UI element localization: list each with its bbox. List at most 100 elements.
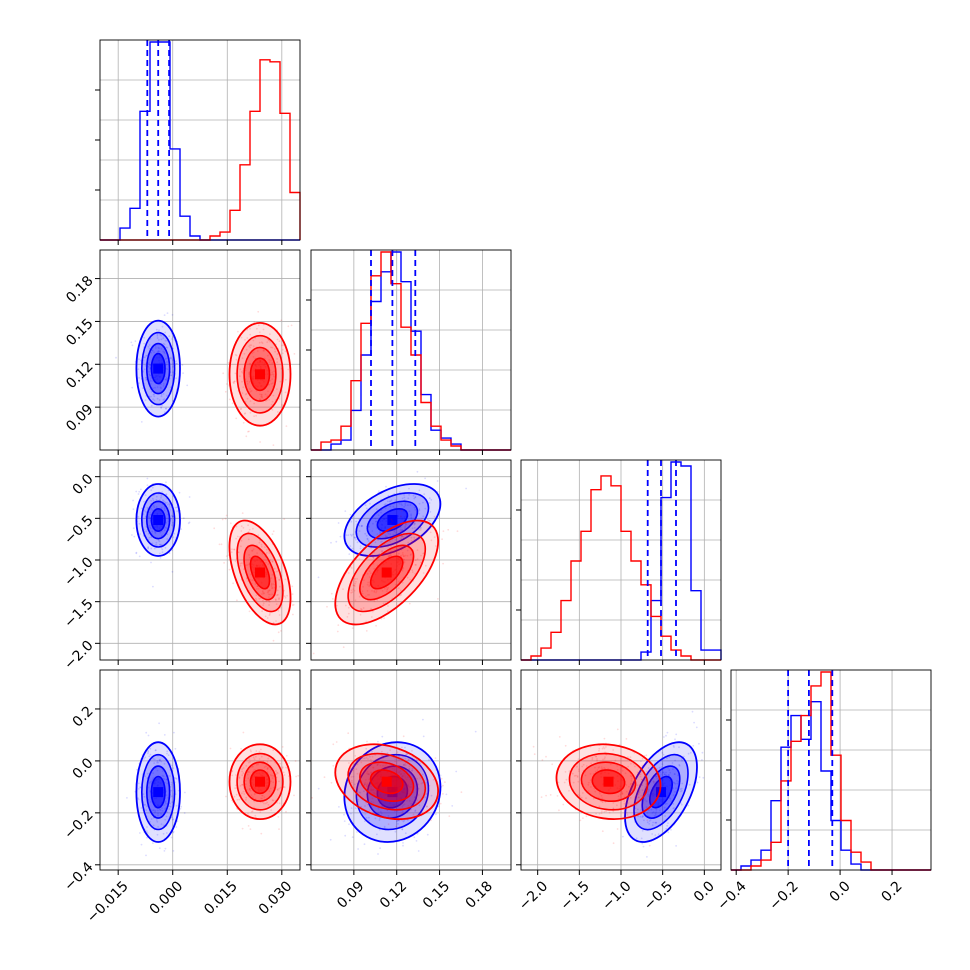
scatter-point	[241, 380, 243, 383]
scatter-point	[381, 590, 384, 592]
scatter-point	[142, 359, 145, 362]
scatter-point	[625, 738, 628, 740]
scatter-point	[229, 522, 232, 525]
scatter-point	[400, 537, 403, 539]
scatter-point	[272, 530, 275, 533]
scatter-point	[665, 802, 668, 805]
scatter-point	[281, 352, 284, 355]
scatter-point	[272, 583, 275, 585]
scatter-point	[267, 589, 270, 592]
scatter-point	[380, 805, 383, 807]
scatter-point	[659, 771, 661, 774]
scatter-point	[672, 744, 675, 747]
x-tick-label: 0.000	[147, 878, 187, 918]
scatter-point	[378, 791, 381, 793]
scatter-point	[284, 350, 287, 353]
scatter-point	[153, 399, 156, 402]
scatter-point	[428, 502, 431, 504]
scatter-point	[384, 534, 387, 537]
scatter-point	[678, 764, 681, 766]
scatter-point	[401, 775, 404, 778]
scatter-point	[397, 823, 399, 825]
scatter-point	[159, 386, 162, 389]
scatter-point	[401, 805, 404, 808]
scatter-point	[281, 404, 284, 407]
scatter-point	[631, 783, 634, 786]
scatter-point	[665, 827, 668, 830]
scatter-point	[413, 506, 416, 509]
scatter-point	[384, 764, 387, 767]
scatter-point	[403, 496, 406, 499]
scatter-point	[644, 779, 647, 782]
scatter-point	[400, 554, 402, 557]
scatter-point	[418, 489, 421, 492]
scatter-point	[231, 402, 234, 405]
scatter-point	[143, 509, 146, 512]
scatter-point	[428, 519, 430, 522]
scatter-point	[266, 354, 269, 357]
scatter-point	[372, 789, 375, 791]
scatter-point	[175, 826, 178, 828]
scatter-point	[260, 393, 263, 396]
scatter-point	[252, 345, 255, 348]
scatter-point	[600, 794, 603, 797]
x-tick-label: −1.5	[558, 878, 593, 913]
scatter-point	[160, 812, 162, 815]
scatter-point	[402, 555, 405, 557]
scatter-point	[265, 765, 267, 768]
scatter-point	[256, 350, 259, 352]
scatter-point	[406, 800, 408, 802]
scatter-point	[401, 552, 404, 554]
scatter-point	[344, 510, 347, 512]
scatter-point	[150, 499, 153, 502]
scatter-point	[654, 812, 657, 815]
scatter-point	[241, 827, 244, 830]
scatter-point	[364, 783, 366, 786]
scatter-point	[402, 844, 404, 847]
scatter-point	[408, 786, 410, 788]
scatter-point	[271, 573, 274, 576]
scatter-point	[592, 797, 595, 800]
scatter-point	[164, 547, 167, 549]
scatter-point	[153, 506, 156, 509]
scatter-point	[147, 786, 150, 789]
scatter-point	[398, 764, 401, 767]
scatter-point	[419, 777, 422, 779]
scatter-point	[413, 836, 416, 839]
scatter-point	[380, 511, 382, 514]
scatter-point	[233, 380, 236, 383]
scatter-point	[366, 783, 368, 786]
scatter-point	[400, 754, 403, 757]
scatter-point	[658, 766, 661, 769]
scatter-point	[339, 535, 342, 538]
scatter-point	[435, 813, 437, 816]
scatter-point	[283, 786, 286, 789]
scatter-point	[665, 771, 667, 774]
scatter-point	[165, 493, 168, 496]
scatter-point	[284, 596, 287, 599]
scatter-point	[360, 608, 363, 611]
scatter-point	[271, 799, 274, 802]
scatter-point	[261, 342, 264, 345]
scatter-point	[360, 761, 363, 764]
scatter-point	[278, 614, 281, 616]
scatter-point	[263, 766, 266, 768]
scatter-point	[250, 810, 253, 813]
scatter-point	[169, 785, 172, 788]
scatter-point	[291, 600, 294, 602]
scatter-point	[248, 771, 251, 773]
scatter-point	[171, 549, 174, 552]
scatter-point	[351, 547, 354, 550]
scatter-point	[182, 517, 185, 520]
scatter-point	[372, 555, 374, 558]
scatter-point	[150, 395, 153, 398]
scatter-point	[256, 327, 258, 330]
scatter-point	[680, 787, 683, 790]
scatter-point	[434, 545, 437, 547]
scatter-point	[394, 583, 397, 586]
scatter-point	[393, 530, 396, 533]
scatter-point	[402, 735, 405, 738]
scatter-point	[603, 757, 606, 760]
scatter-point	[164, 502, 167, 504]
